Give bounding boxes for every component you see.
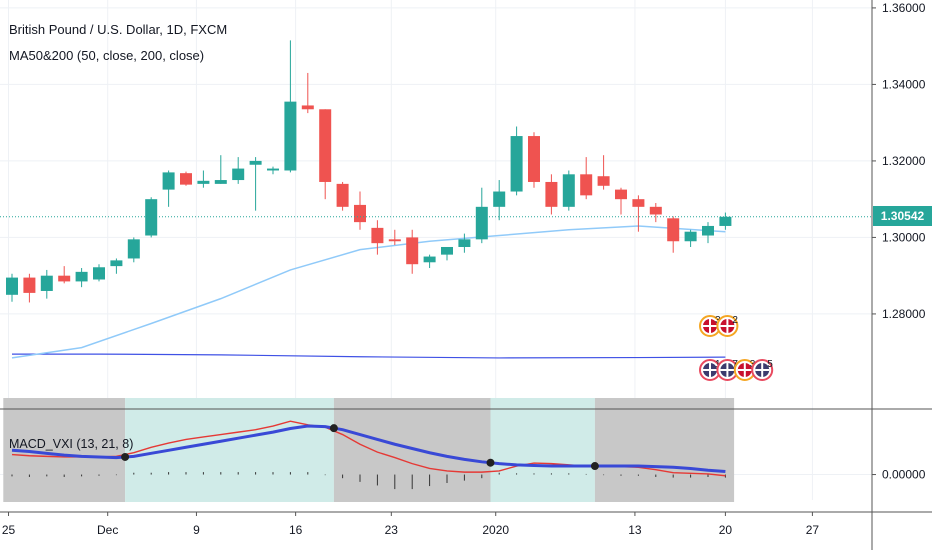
macd-indicator	[11, 420, 726, 490]
candle-up	[249, 160, 262, 165]
candle-down	[545, 181, 558, 207]
candle-up	[458, 239, 471, 247]
candle-up	[475, 206, 488, 240]
candle-down	[23, 277, 36, 293]
time-tick-label: 25	[2, 523, 16, 537]
candle-down	[180, 173, 192, 185]
candle-down	[301, 105, 314, 110]
candle-up	[110, 260, 123, 267]
macd-cross-dot	[121, 452, 130, 461]
economic-events[interactable]: 3214735	[699, 315, 774, 381]
candle-down	[319, 109, 332, 182]
macd-tick-label: 0.00000	[882, 468, 926, 482]
time-tick-label: 27	[806, 523, 820, 537]
candle-up	[441, 246, 453, 255]
event-count: 2	[732, 315, 738, 326]
candle-down	[58, 275, 71, 282]
ma50-line	[11, 225, 726, 359]
time-tick-label: 9	[193, 523, 200, 537]
event-badge: 3	[733, 359, 756, 381]
candle-up	[75, 271, 88, 282]
candle-up	[127, 239, 140, 259]
candle-up	[267, 168, 279, 171]
time-tick-label: 20	[719, 523, 733, 537]
time-tick-label: 23	[385, 523, 399, 537]
price-axis[interactable]: 1.36000 1.34000 1.32000 1.30000 1.28000	[872, 1, 926, 321]
macd-cross-dot	[486, 458, 495, 467]
candles	[6, 40, 732, 303]
candle-up	[702, 225, 714, 236]
ma200-line	[12, 353, 726, 359]
candle-down	[580, 174, 593, 196]
candle-up	[40, 275, 53, 291]
candle-up	[423, 256, 436, 263]
moving-average-lines	[11, 225, 726, 359]
candle-down	[615, 189, 627, 200]
macd-zone	[490, 398, 595, 502]
macd-fast-line	[11, 424, 726, 474]
candle-up	[93, 267, 105, 280]
candle-up	[162, 172, 175, 190]
candle-up	[684, 231, 697, 242]
candle-down	[597, 176, 610, 186]
time-axis[interactable]: 25 Dec 9 16 23 2020 13 20 27	[2, 512, 820, 537]
price-tick-label: 1.30000	[882, 230, 926, 244]
price-tick-label: 1.32000	[882, 154, 926, 168]
candle-down	[336, 183, 349, 207]
time-tick-label: Dec	[97, 523, 118, 537]
macd-legend[interactable]: MACD_VXI (13, 21, 8)	[9, 437, 134, 451]
last-price-tag: 1.30542	[873, 206, 932, 226]
candle-down	[388, 239, 401, 242]
candle-up	[284, 101, 297, 171]
candle-up	[6, 277, 18, 295]
macd-zone	[594, 398, 735, 502]
macd-cross-dot	[590, 462, 599, 471]
candle-down	[632, 199, 645, 207]
candle-up	[562, 174, 575, 207]
event-badge: 7	[716, 359, 739, 381]
candle-up	[510, 136, 523, 192]
candle-down	[406, 237, 419, 265]
event-badge: 5	[751, 359, 774, 381]
candle-down	[649, 206, 662, 215]
event-badge: 2	[716, 315, 739, 337]
symbol-title: British Pound / U.S. Dollar, 1D, FXCM	[9, 22, 228, 37]
macd-zone	[125, 398, 334, 502]
candle-up	[232, 168, 245, 181]
macd-cross-dot	[329, 424, 338, 433]
macd-axis[interactable]: 0.00000	[872, 468, 926, 482]
candle-down	[528, 136, 540, 182]
candle-down	[354, 204, 366, 223]
time-tick-label: 13	[628, 523, 642, 537]
candle-up	[214, 180, 227, 184]
event-count: 5	[767, 359, 773, 370]
price-tick-label: 1.36000	[882, 1, 926, 15]
price-tick-label: 1.34000	[882, 77, 926, 91]
candle-up	[493, 191, 506, 207]
candle-down	[667, 218, 680, 242]
candle-up	[145, 199, 158, 236]
indicator-legend[interactable]: MA50&200 (50, close, 200, close)	[9, 48, 205, 63]
candle-up	[197, 180, 210, 184]
time-tick-label: 16	[289, 523, 303, 537]
candle-up	[719, 216, 732, 226]
price-tick-label: 1.28000	[882, 307, 926, 321]
time-tick-label: 2020	[482, 523, 509, 537]
candle-down	[371, 227, 384, 244]
